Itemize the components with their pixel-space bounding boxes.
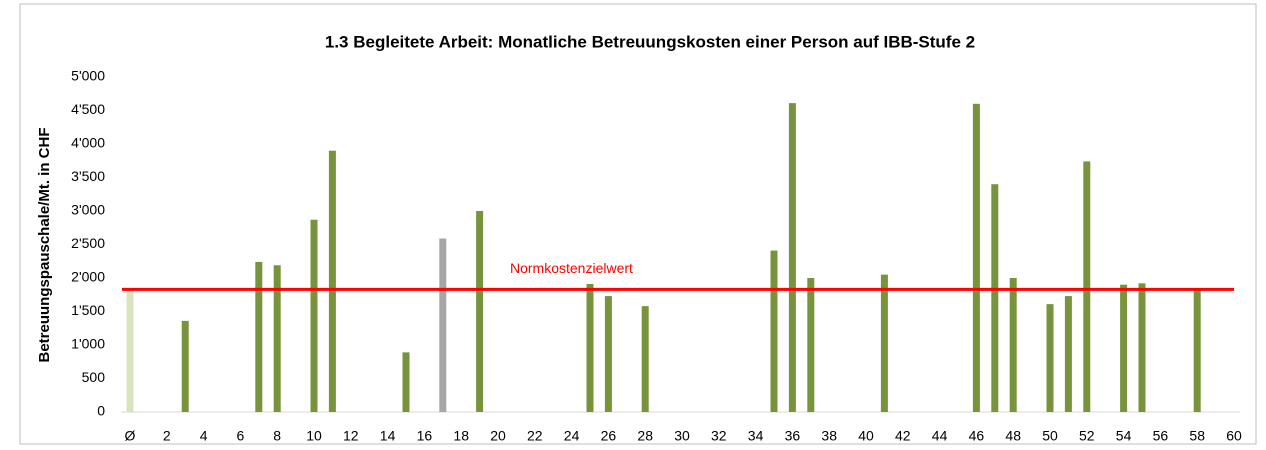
bar <box>1083 161 1091 412</box>
x-tick-label: 40 <box>858 428 874 444</box>
bar <box>181 320 189 412</box>
x-tick-label: 50 <box>1042 428 1058 444</box>
y-tick-label: 4'000 <box>71 135 105 151</box>
bar <box>1120 284 1128 412</box>
y-tick-label: 3'000 <box>71 202 105 218</box>
x-tick-label: 8 <box>273 428 281 444</box>
bar <box>991 184 999 412</box>
bar <box>604 296 612 412</box>
x-tick-label: 32 <box>711 428 727 444</box>
x-tick-label: 12 <box>343 428 359 444</box>
bar <box>126 290 134 412</box>
y-tick-label: 1'000 <box>71 336 105 352</box>
y-tick-label: 2'000 <box>71 269 105 285</box>
bar <box>1138 283 1146 412</box>
x-tick-label: 24 <box>564 428 580 444</box>
bar <box>310 219 318 412</box>
bar <box>807 278 815 412</box>
bar <box>439 238 447 412</box>
bar <box>273 265 281 412</box>
x-tick-label: 26 <box>601 428 617 444</box>
x-tick-label: 18 <box>453 428 469 444</box>
x-tick-label: 56 <box>1153 428 1169 444</box>
x-tick-label: 42 <box>895 428 911 444</box>
x-tick-label: 28 <box>637 428 653 444</box>
x-tick-label: 54 <box>1116 428 1132 444</box>
x-tick-label: 36 <box>785 428 801 444</box>
bar <box>1046 304 1054 412</box>
y-tick-label: 2'500 <box>71 235 105 251</box>
bar <box>770 250 778 412</box>
x-tick-label: 38 <box>821 428 837 444</box>
x-tick-label: 16 <box>417 428 433 444</box>
y-tick-label: 4'500 <box>71 101 105 117</box>
x-tick-label: 60 <box>1226 428 1242 444</box>
x-tick-label: 46 <box>969 428 985 444</box>
bar <box>1009 278 1017 412</box>
bar <box>402 352 410 412</box>
y-tick-label: 5'000 <box>71 68 105 84</box>
x-tick-label: 58 <box>1189 428 1205 444</box>
x-tick-label: 30 <box>674 428 690 444</box>
x-tick-label: 10 <box>306 428 322 444</box>
x-tick-label: 14 <box>380 428 396 444</box>
bar <box>1193 289 1201 412</box>
chart-title: 1.3 Begleitete Arbeit: Monatliche Betreu… <box>325 32 975 51</box>
bar <box>641 306 649 412</box>
bar <box>880 274 888 412</box>
x-tick-label: 34 <box>748 428 764 444</box>
x-tick-label: 48 <box>1005 428 1021 444</box>
x-tick-label: 20 <box>490 428 506 444</box>
y-axis-label: Betreuungspauschale/Mt. in CHF <box>36 127 53 362</box>
x-tick-label: 4 <box>200 428 208 444</box>
bar <box>1064 296 1072 412</box>
bar <box>328 150 336 412</box>
y-tick-label: 0 <box>97 403 105 419</box>
bar <box>586 284 594 412</box>
x-tick-label: 44 <box>932 428 948 444</box>
reference-line-label: Normkostenzielwert <box>510 260 633 276</box>
y-tick-label: 3'500 <box>71 168 105 184</box>
x-tick-label: 22 <box>527 428 543 444</box>
x-tick-label: 6 <box>237 428 245 444</box>
bar <box>476 211 484 412</box>
x-tick-label: 2 <box>163 428 171 444</box>
bar <box>255 261 263 412</box>
bar <box>972 103 980 413</box>
x-tick-label: 52 <box>1079 428 1095 444</box>
y-tick-label: 500 <box>82 369 106 385</box>
x-tick-label: Ø <box>125 428 136 444</box>
y-tick-label: 1'500 <box>71 302 105 318</box>
bar <box>788 103 796 412</box>
